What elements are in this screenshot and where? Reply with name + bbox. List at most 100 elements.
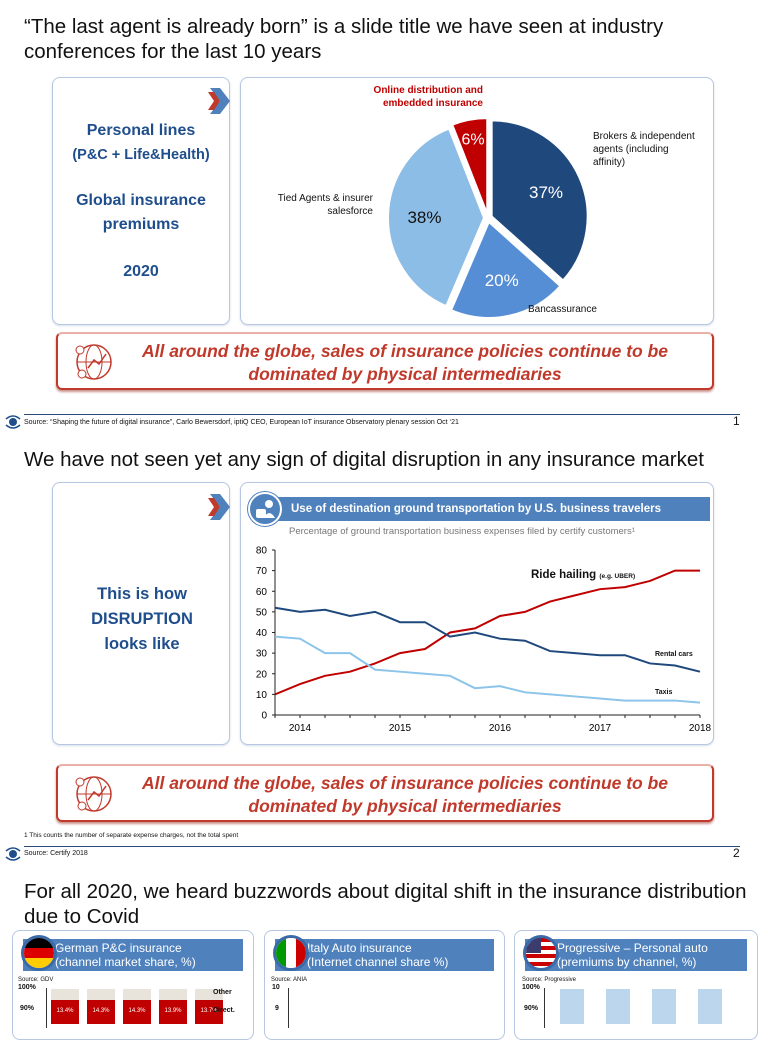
x-tick-label: 2018: [689, 723, 712, 734]
global-premiums: Global insurance premiums: [76, 192, 206, 233]
panel-header: Progressive – Personal auto (premiums by …: [523, 935, 747, 971]
slide3-title: For all 2020, we heard buzzwords about d…: [24, 880, 747, 928]
panel-germany: German P&C insurance (channel market shar…: [12, 930, 254, 1040]
y-tick-label: 40: [256, 628, 268, 639]
bar-progressive: [652, 989, 676, 1024]
source-progressive: Source: Progressive: [522, 977, 577, 983]
panel-subtitle: (premiums by channel, %): [557, 955, 697, 969]
globe-money-icon: [75, 344, 112, 380]
panel-title: Italy Auto insurance: [307, 941, 412, 955]
source-gdv: Source: GDV: [18, 977, 54, 983]
ride-hailing-sub: (e.g. UBER): [599, 573, 636, 580]
pie-data-label: 6%: [461, 132, 484, 149]
chart-header: Use of destination ground transportation…: [255, 497, 710, 521]
bar-other: [159, 989, 187, 1000]
chart-subtitle: Percentage of ground transportation busi…: [289, 526, 635, 537]
y-tick-label: 30: [256, 649, 268, 660]
y-axis: [544, 988, 545, 1028]
pie-slice: [387, 127, 486, 308]
y-tick-label: 0: [261, 711, 267, 722]
chevron-icon: [208, 88, 230, 114]
chevron-icon: [208, 494, 230, 520]
y-tick: 100%: [522, 984, 540, 991]
bar-other: [195, 989, 223, 1000]
panel-subtitle: (channel market share, %): [55, 955, 196, 969]
usa-flag-icon: [523, 935, 559, 971]
pie-data-label: 20%: [485, 271, 519, 290]
logo-icon: [5, 415, 21, 429]
panel-subtitle: (Internet channel share %): [307, 955, 449, 969]
x-tick-label: 2014: [289, 723, 312, 734]
pie-chart: 37% 20% 38% 6%: [387, 117, 589, 319]
bar-direct: 13.7%: [195, 1000, 223, 1024]
bar-other: [51, 989, 79, 1000]
y-axis: [288, 988, 289, 1028]
y-tick: 90%: [20, 1005, 35, 1012]
travelers-icon: [248, 492, 282, 526]
pc-life-health: (P&C + Life&Health): [72, 147, 210, 163]
logo-icon: [5, 847, 21, 861]
bar-progressive: [606, 989, 630, 1024]
pie-data-label: 38%: [407, 208, 441, 227]
bar-progressive: [698, 989, 722, 1024]
panel-italy: Italy Auto insurance (Internet channel sh…: [264, 930, 505, 1040]
germany-flag-icon: [21, 935, 57, 971]
taxis-label: Taxis: [655, 689, 673, 696]
y-tick-label: 20: [256, 669, 268, 680]
rental-cars-label: Rental cars: [655, 651, 693, 658]
bar-progressive: [560, 989, 584, 1024]
bar-direct: 13.4%: [51, 1000, 79, 1024]
personal-lines: Personal lines: [86, 122, 196, 139]
pie-data-label: 37%: [529, 183, 563, 202]
x-tick-label: 2017: [589, 723, 612, 734]
panel-title: Progressive – Personal auto: [557, 941, 708, 955]
divider: [24, 846, 740, 847]
source-text: Source: “Shaping the future of digital i…: [24, 419, 459, 426]
pie-slice: [449, 220, 562, 319]
page-number: 2: [733, 846, 740, 860]
panel-title: German P&C insurance: [55, 941, 182, 955]
italy-flag-icon: [273, 935, 309, 971]
source-text: Source: Certify 2018: [24, 850, 88, 857]
slide1-left-box: Personal lines (P&C + Life&Health) Globa…: [52, 77, 230, 325]
y-tick: 90%: [524, 1005, 539, 1012]
legend-direct: Direct.: [213, 1007, 235, 1014]
bar-direct: 14.3%: [87, 1000, 115, 1024]
disruption-text: This is how DISRUPTION looks like: [91, 585, 193, 653]
page-number: 1: [733, 414, 740, 428]
banner-message: All around the globe, sales of insurance…: [141, 341, 669, 384]
banner-message: All around the globe, sales of insurance…: [141, 773, 669, 816]
legend-other: Other: [213, 989, 232, 996]
series-line-taxis: [274, 635, 701, 704]
y-tick-label: 10: [256, 690, 268, 701]
slide2-chart-box: Use of destination ground transportation…: [240, 482, 714, 745]
ride-hailing-label: Ride hailing (e.g. UBER): [531, 569, 635, 581]
panel-header: Italy Auto insurance (Internet channel sh…: [273, 935, 494, 971]
y-tick: 100%: [18, 984, 36, 991]
x-tick-label: 2015: [389, 723, 412, 734]
y-axis: [46, 988, 47, 1028]
slide1-banner: All around the globe, sales of insurance…: [56, 332, 714, 390]
label-tied: Tied Agents & insurer salesforce: [277, 193, 373, 217]
series-line-ride-hailing: [274, 569, 700, 696]
y-tick: 9: [275, 1005, 279, 1012]
panel-progressive: Progressive – Personal auto (premiums by …: [514, 930, 758, 1040]
y-tick-label: 70: [256, 566, 268, 577]
pie-slice: [450, 117, 489, 215]
bar-direct: 13.9%: [159, 1000, 187, 1024]
divider: [24, 414, 740, 415]
series-line-rental-cars: [274, 606, 701, 673]
label-brokers: Brokers & independent agents (including …: [593, 131, 695, 168]
bar-direct: 14.3%: [123, 1000, 151, 1024]
slide2-left-box: This is how DISRUPTION looks like: [52, 482, 230, 745]
source-ania: Source: ANIA: [271, 977, 308, 983]
panel-header: German P&C insurance (channel market shar…: [21, 935, 243, 971]
y-tick: 10: [272, 984, 280, 991]
year-2020: 2020: [123, 263, 159, 280]
line-chart: 0 10 20 30 40 50 60 70 80 2014 2015 2016 2017 2018: [256, 546, 712, 735]
slide2-banner: All around the globe, sales of insurance…: [56, 764, 714, 822]
footnote: 1 This counts the number of separate exp…: [24, 832, 239, 839]
bar-other: [87, 989, 115, 1000]
slide2-title: We have not seen yet any sign of digital…: [24, 448, 704, 471]
label-bancassurance: Bancassurance: [528, 304, 597, 315]
